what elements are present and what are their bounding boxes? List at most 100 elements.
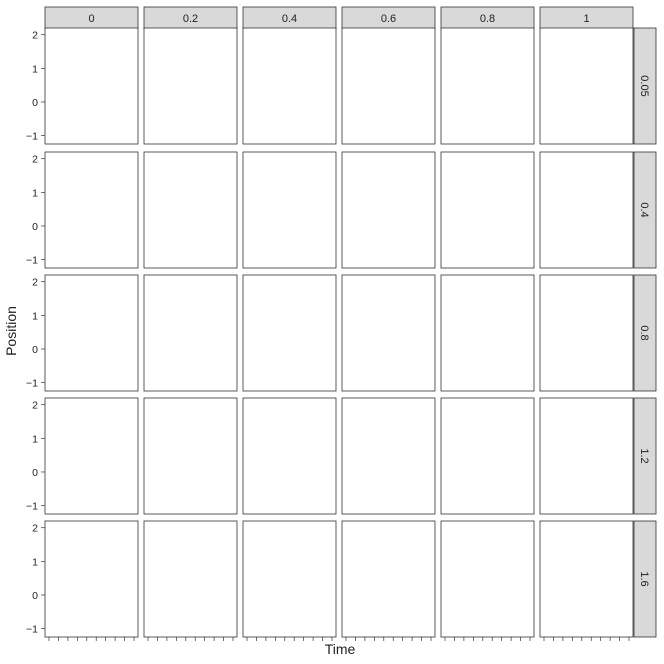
panel xyxy=(440,397,535,515)
column-strip-label: 0.2 xyxy=(183,13,198,25)
panel-border xyxy=(44,27,139,145)
panel-border xyxy=(341,520,436,638)
panel xyxy=(242,151,337,269)
panel xyxy=(143,27,238,145)
panel-border xyxy=(539,151,634,269)
panel-border xyxy=(341,397,436,515)
panel xyxy=(242,397,337,515)
y-tick-label: 2 xyxy=(32,30,38,42)
panel-border xyxy=(44,151,139,269)
y-tick-label: −1 xyxy=(26,501,38,513)
y-tick-label: 2 xyxy=(32,523,38,535)
y-axis-label: Position xyxy=(3,306,19,356)
panel-border xyxy=(44,274,139,392)
panel xyxy=(440,27,535,145)
panel-border xyxy=(242,397,337,515)
panel: −1 0 1 2 xyxy=(26,274,139,392)
panel-border xyxy=(143,27,238,145)
y-tick-label: 0 xyxy=(32,221,38,233)
y-tick-label: −1 xyxy=(26,624,38,636)
panel xyxy=(341,27,436,145)
column-strip-label: 0.6 xyxy=(381,13,396,25)
y-tick-label: 0 xyxy=(32,590,38,602)
row-strip xyxy=(633,274,657,392)
panel-border xyxy=(242,151,337,269)
panel-border xyxy=(242,520,337,638)
y-tick-label: 1 xyxy=(32,310,38,322)
panel-border xyxy=(143,274,238,392)
column-strip-label: 0.4 xyxy=(282,13,297,25)
panel-border xyxy=(143,397,238,515)
y-tick-label: 0 xyxy=(32,467,38,479)
panel xyxy=(539,151,634,269)
y-tick-label: 0 xyxy=(32,344,38,356)
panel-border xyxy=(539,397,634,515)
y-tick-label: 2 xyxy=(32,400,38,412)
row-strip-label: 0.4 xyxy=(638,202,650,217)
panel xyxy=(143,520,238,641)
panel-border xyxy=(44,397,139,515)
row-strip xyxy=(633,151,657,269)
column-strip-label: 0.8 xyxy=(480,13,495,25)
row-strip-label: 1.2 xyxy=(638,448,650,463)
y-tick-label: 1 xyxy=(32,187,38,199)
y-tick-label: 1 xyxy=(32,433,38,445)
panel-border xyxy=(143,520,238,638)
panel-border xyxy=(539,520,634,638)
panel xyxy=(440,520,535,641)
panel xyxy=(143,397,238,515)
panel xyxy=(242,27,337,145)
y-tick-label: 1 xyxy=(32,556,38,568)
column-strip-label: 0 xyxy=(88,13,94,25)
panel-border xyxy=(143,151,238,269)
panel xyxy=(341,274,436,392)
row-strip-label: 0.8 xyxy=(638,325,650,340)
row-strip xyxy=(633,520,657,638)
panel-border xyxy=(341,151,436,269)
panel-border xyxy=(341,27,436,145)
panel: −1 0 1 2 xyxy=(26,520,139,641)
y-tick-label: 1 xyxy=(32,63,38,75)
panel xyxy=(341,397,436,515)
y-tick-label: −1 xyxy=(26,131,38,143)
panel xyxy=(242,520,337,641)
column-strip-label: 1 xyxy=(583,13,589,25)
panels: 0 0.2 0.4 0.6 0.8 1 0.05 0.4 0.8 1.2 1.6 −1 0 1 2 −1 0 1 2… xyxy=(26,6,657,641)
panel xyxy=(440,274,535,392)
panel xyxy=(539,520,634,641)
panel: −1 0 1 2 xyxy=(26,27,139,145)
panel-border xyxy=(341,274,436,392)
panel-border xyxy=(440,520,535,638)
panel: −1 0 1 2 xyxy=(26,397,139,515)
panel-border xyxy=(440,397,535,515)
panel: −1 0 1 2 xyxy=(26,151,139,269)
row-strip xyxy=(633,27,657,145)
panel-border xyxy=(44,520,139,638)
row-strip xyxy=(633,397,657,515)
panel-border xyxy=(440,274,535,392)
panel xyxy=(143,151,238,269)
panel xyxy=(539,274,634,392)
x-axis-label: Time xyxy=(325,641,356,657)
y-tick-label: 2 xyxy=(32,277,38,289)
y-tick-label: −1 xyxy=(26,255,38,267)
row-strip-label: 0.05 xyxy=(638,75,650,96)
y-tick-label: 0 xyxy=(32,97,38,109)
panel xyxy=(341,151,436,269)
panel-border xyxy=(242,274,337,392)
panel-border xyxy=(440,27,535,145)
panel-border xyxy=(440,151,535,269)
panel xyxy=(539,27,634,145)
panel-border xyxy=(242,27,337,145)
panel-border xyxy=(539,274,634,392)
panel xyxy=(440,151,535,269)
panel xyxy=(539,397,634,515)
y-tick-label: −1 xyxy=(26,378,38,390)
y-tick-label: 2 xyxy=(32,154,38,166)
panel-border xyxy=(539,27,634,145)
panel xyxy=(242,274,337,392)
panel xyxy=(143,274,238,392)
panel xyxy=(341,520,436,641)
row-strip-label: 1.6 xyxy=(638,571,650,586)
